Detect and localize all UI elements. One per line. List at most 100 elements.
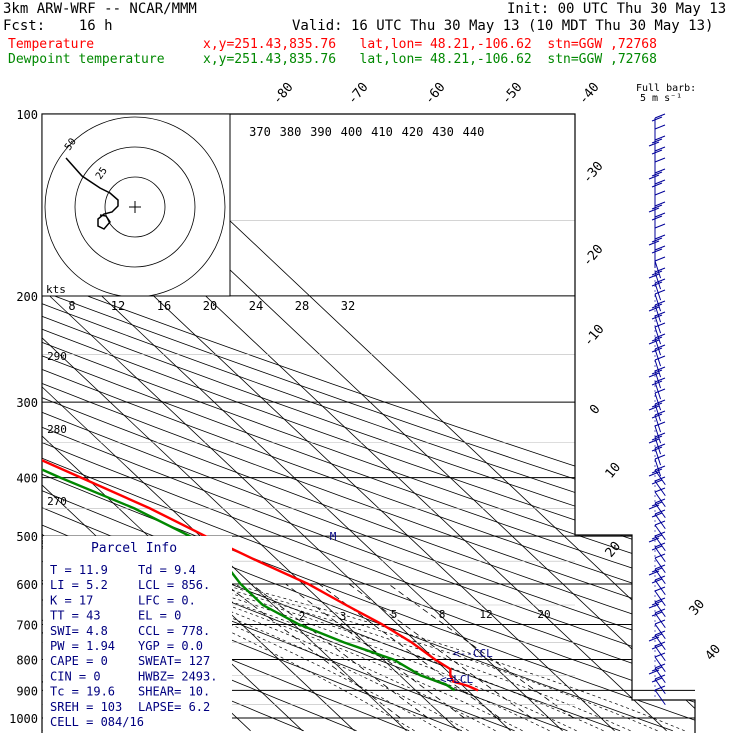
wind-barb xyxy=(648,267,666,290)
wind-barb-flag xyxy=(651,369,663,375)
wind-barb-flag xyxy=(654,377,666,383)
dry-adiabat-line xyxy=(42,114,695,732)
dry-adiabat-line xyxy=(42,114,695,732)
wind-barb-flag xyxy=(654,586,666,592)
wind-barb xyxy=(654,520,666,541)
wind-barb-flag xyxy=(648,405,660,411)
wind-barb-flag xyxy=(651,512,663,518)
wind-barb-flag xyxy=(654,542,666,548)
wind-barb-flag xyxy=(654,443,666,449)
isotherm-label: -60 xyxy=(422,80,449,108)
wind-barb-staff xyxy=(654,260,662,279)
parcel-value-right: SHEAR= 10. xyxy=(138,685,210,699)
wind-barb-flag xyxy=(654,113,666,119)
isotherm-line xyxy=(42,114,459,732)
wind-barb-flag xyxy=(651,666,663,672)
theta-left-label: 270 xyxy=(47,495,67,508)
wind-barb xyxy=(648,498,666,519)
theta-label: 370 xyxy=(249,125,271,139)
wind-barb xyxy=(648,168,666,191)
wind-barb xyxy=(654,421,666,444)
hodograph-panel xyxy=(41,113,231,297)
dry-adiabat-line xyxy=(42,114,695,732)
wind-barb xyxy=(648,630,666,651)
parcel-value-left: LI = 5.2 xyxy=(50,578,108,592)
wind-barb xyxy=(651,641,666,662)
wind-barb-flag xyxy=(648,306,660,312)
parcel-value-right: YGP = 0.0 xyxy=(138,639,203,653)
wind-barb-flag xyxy=(651,336,663,342)
wind-barb-flag xyxy=(651,402,663,408)
wind-barb-flag xyxy=(654,410,666,416)
hodograph-speed-label: 24 xyxy=(249,299,263,313)
parcel-title: Parcel Info xyxy=(91,541,177,556)
dry-adiabat-line xyxy=(42,114,695,732)
wind-barb xyxy=(654,685,666,706)
wind-barb-flag xyxy=(654,685,666,691)
wind-barb-flag xyxy=(654,124,666,130)
wind-barb-flag xyxy=(648,603,660,609)
wind-barb-staff xyxy=(654,612,666,629)
wind-barb-staff xyxy=(654,293,662,312)
pressure-label: 300 xyxy=(16,396,38,410)
wind-barb-flag xyxy=(651,545,663,551)
wind-barb xyxy=(648,663,666,684)
wind-barb-flag xyxy=(651,182,663,188)
isotherm-label: -20 xyxy=(580,242,607,270)
wind-barb-flag xyxy=(654,531,666,537)
parcel-value-left: Tc = 19.6 xyxy=(50,685,115,699)
parcel-value-left: PW = 1.94 xyxy=(50,639,115,653)
wind-barb xyxy=(654,157,666,180)
wind-barb-flag xyxy=(654,641,666,647)
isotherm-label: 20 xyxy=(603,539,625,561)
dry-adiabat-line xyxy=(42,114,695,732)
lcl-annotation: <=LCL xyxy=(440,673,473,686)
dry-adiabat-line xyxy=(42,114,673,732)
wind-barb xyxy=(654,553,666,574)
wind-barb-flag xyxy=(648,504,660,510)
wind-barb-flag xyxy=(654,333,666,339)
wind-barb-flag xyxy=(654,256,666,262)
theta-label: 400 xyxy=(341,125,363,139)
wind-barb xyxy=(648,597,666,618)
wind-barb-flag xyxy=(651,435,663,441)
wind-barb-flag xyxy=(654,388,666,394)
wind-barb-staff xyxy=(654,425,662,444)
wind-barb-flag xyxy=(651,270,663,276)
wind-barb-flag xyxy=(654,135,666,141)
wind-barb-flag xyxy=(651,215,663,221)
isotherm-label: 10 xyxy=(603,460,625,482)
wind-barb-flag xyxy=(654,454,666,460)
dry-adiabat-line xyxy=(42,114,695,732)
wind-barb xyxy=(654,355,666,378)
parcel-value-right: LCL = 856. xyxy=(138,578,210,592)
wind-barb-flag xyxy=(654,553,666,559)
isotherm-line xyxy=(42,114,563,732)
wind-barb-flag xyxy=(651,468,663,474)
wind-barb xyxy=(651,311,666,334)
hodograph-speed-label: 20 xyxy=(203,299,217,313)
hodograph-trace xyxy=(65,157,119,230)
wind-barb-staff xyxy=(654,348,662,367)
wind-barb xyxy=(651,608,666,629)
theta-left-label: 290 xyxy=(47,350,67,363)
init-time: Init: 00 UTC Thu 30 May 13 xyxy=(507,1,727,17)
theta-label: 410 xyxy=(371,125,393,139)
wind-barb-flag xyxy=(654,564,666,570)
wind-barb-staff xyxy=(654,491,666,508)
pressure-label: 500 xyxy=(16,530,38,544)
parcel-value-left: TT = 43 xyxy=(50,609,101,623)
wind-barb-flag xyxy=(651,446,663,452)
wind-barb xyxy=(654,322,666,345)
isotherm-label: -70 xyxy=(345,80,372,108)
wind-barb-staff xyxy=(654,546,666,563)
isotherm-label: -80 xyxy=(270,80,297,108)
wind-barb xyxy=(654,586,666,607)
hodograph-speed-label: 12 xyxy=(111,299,125,313)
wind-barb-staff xyxy=(654,678,666,695)
dry-adiabat-line xyxy=(42,114,695,732)
wind-barb-flag xyxy=(651,633,663,639)
wind-barb-flag xyxy=(651,479,663,485)
pressure-label: 600 xyxy=(16,578,38,592)
wind-barb-flag xyxy=(651,171,663,177)
